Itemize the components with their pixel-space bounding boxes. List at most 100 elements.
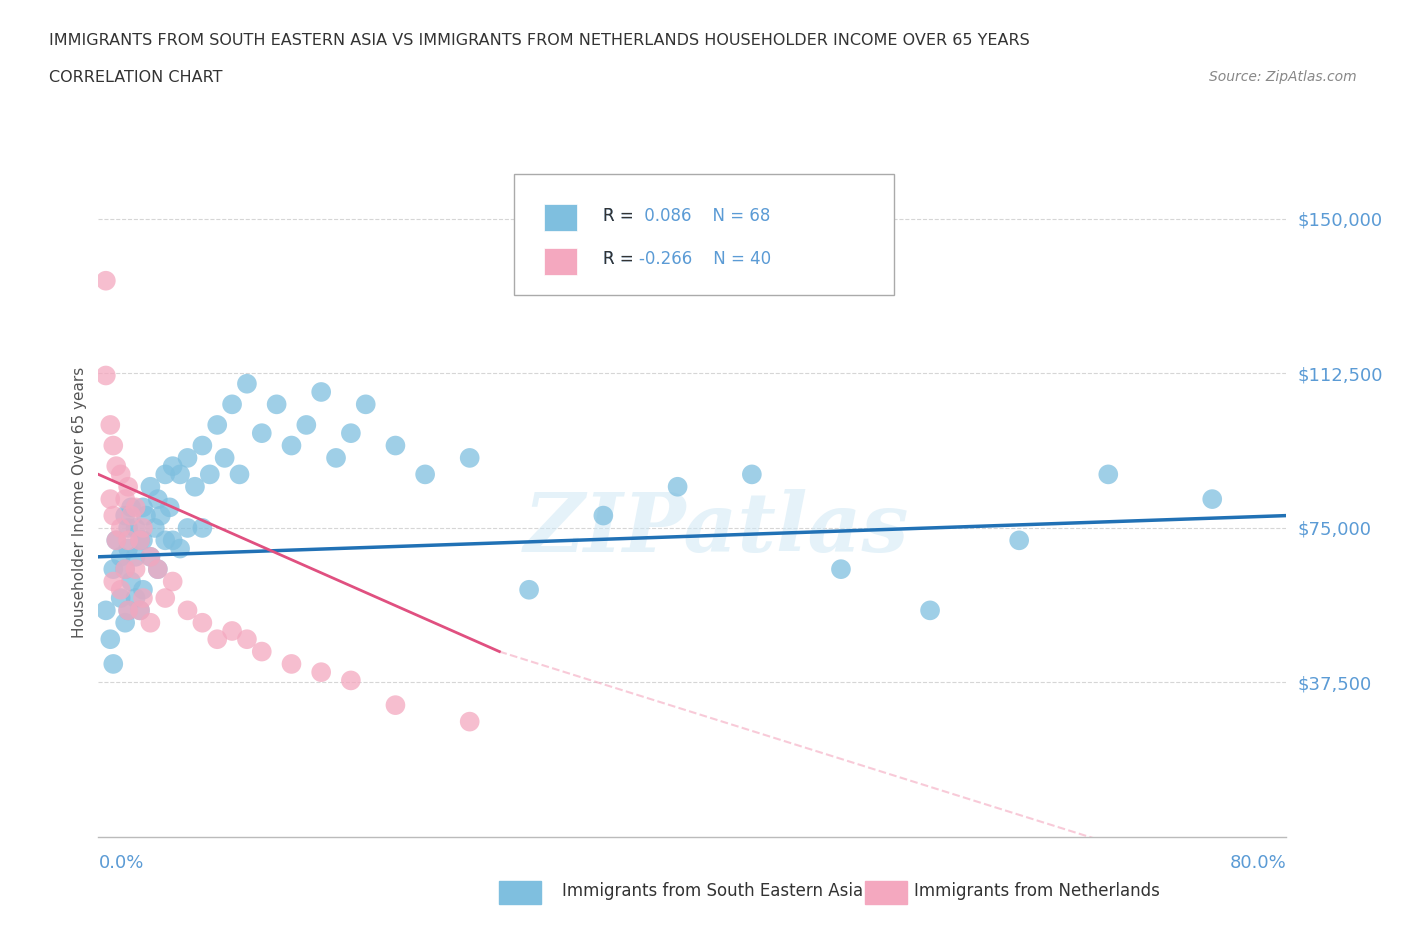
Text: 80.0%: 80.0% — [1230, 854, 1286, 872]
Text: Immigrants from Netherlands: Immigrants from Netherlands — [914, 882, 1160, 900]
Point — [228, 467, 250, 482]
Point — [103, 574, 125, 589]
Point — [169, 467, 191, 482]
Point — [132, 582, 155, 597]
Point — [124, 550, 146, 565]
Point — [117, 533, 139, 548]
Point — [205, 418, 228, 432]
Point — [94, 603, 117, 618]
Point — [413, 467, 436, 482]
Point — [1097, 467, 1119, 482]
Point — [110, 591, 132, 605]
Point — [280, 438, 302, 453]
Point — [132, 591, 155, 605]
Point — [110, 550, 132, 565]
Point — [124, 562, 146, 577]
Text: R =: R = — [603, 206, 640, 225]
Point — [149, 508, 172, 523]
Point — [920, 603, 942, 618]
Point — [458, 450, 481, 465]
Point — [155, 467, 177, 482]
Point — [221, 623, 243, 638]
Point — [191, 616, 214, 631]
Point — [105, 458, 128, 473]
Point — [340, 426, 363, 441]
Point — [103, 562, 125, 577]
Point — [120, 500, 142, 515]
Point — [162, 574, 184, 589]
Point — [98, 492, 121, 507]
Point — [114, 492, 136, 507]
Point — [236, 631, 259, 646]
Point — [120, 508, 142, 523]
Text: CORRELATION CHART: CORRELATION CHART — [49, 70, 222, 85]
Text: Source: ZipAtlas.com: Source: ZipAtlas.com — [1209, 70, 1357, 84]
Text: IMMIGRANTS FROM SOUTH EASTERN ASIA VS IMMIGRANTS FROM NETHERLANDS HOUSEHOLDER IN: IMMIGRANTS FROM SOUTH EASTERN ASIA VS IM… — [49, 33, 1031, 47]
Point — [114, 508, 136, 523]
Point — [132, 521, 155, 536]
Point — [94, 273, 117, 288]
Point — [117, 521, 139, 536]
Point — [184, 479, 207, 494]
Point — [129, 533, 152, 548]
Point — [280, 657, 302, 671]
Point — [103, 508, 125, 523]
Y-axis label: Householder Income Over 65 years: Householder Income Over 65 years — [72, 366, 87, 638]
FancyBboxPatch shape — [515, 174, 894, 295]
Point — [325, 450, 347, 465]
Point — [1201, 492, 1223, 507]
Point — [309, 384, 332, 399]
Point — [517, 582, 540, 597]
Text: R = -0.266    N = 40: R = -0.266 N = 40 — [603, 250, 772, 268]
Point — [103, 438, 125, 453]
Point — [105, 533, 128, 548]
Point — [124, 591, 146, 605]
Point — [340, 673, 363, 688]
Point — [124, 500, 146, 515]
Point — [94, 368, 117, 383]
Point — [384, 438, 406, 453]
Point — [458, 714, 481, 729]
Point — [221, 397, 243, 412]
Point — [114, 562, 136, 577]
Point — [176, 450, 198, 465]
Point — [741, 467, 763, 482]
Point — [1008, 533, 1031, 548]
Point — [105, 533, 128, 548]
Point — [135, 508, 157, 523]
Point — [191, 438, 214, 453]
Point — [146, 492, 169, 507]
Text: ZIPatlas: ZIPatlas — [523, 489, 908, 569]
Point — [114, 616, 136, 631]
Point — [266, 397, 288, 412]
Point — [155, 591, 177, 605]
Point — [309, 665, 332, 680]
Point — [129, 603, 152, 618]
Point — [146, 562, 169, 577]
Point — [155, 533, 177, 548]
Point — [110, 467, 132, 482]
Point — [162, 458, 184, 473]
Point — [162, 533, 184, 548]
Point — [169, 541, 191, 556]
Point — [830, 562, 852, 577]
Point — [214, 450, 236, 465]
Point — [117, 603, 139, 618]
Point — [110, 521, 132, 536]
Point — [103, 657, 125, 671]
Text: 0.0%: 0.0% — [98, 854, 143, 872]
Point — [146, 562, 169, 577]
Point — [139, 550, 162, 565]
Point — [139, 550, 162, 565]
Point — [129, 603, 152, 618]
Point — [117, 603, 139, 618]
Point — [117, 541, 139, 556]
Point — [143, 521, 166, 536]
Point — [98, 418, 121, 432]
Point — [120, 574, 142, 589]
Point — [139, 479, 162, 494]
Point — [176, 603, 198, 618]
Point — [592, 508, 614, 523]
Text: Immigrants from South Eastern Asia: Immigrants from South Eastern Asia — [562, 882, 863, 900]
Text: R =: R = — [603, 250, 640, 268]
